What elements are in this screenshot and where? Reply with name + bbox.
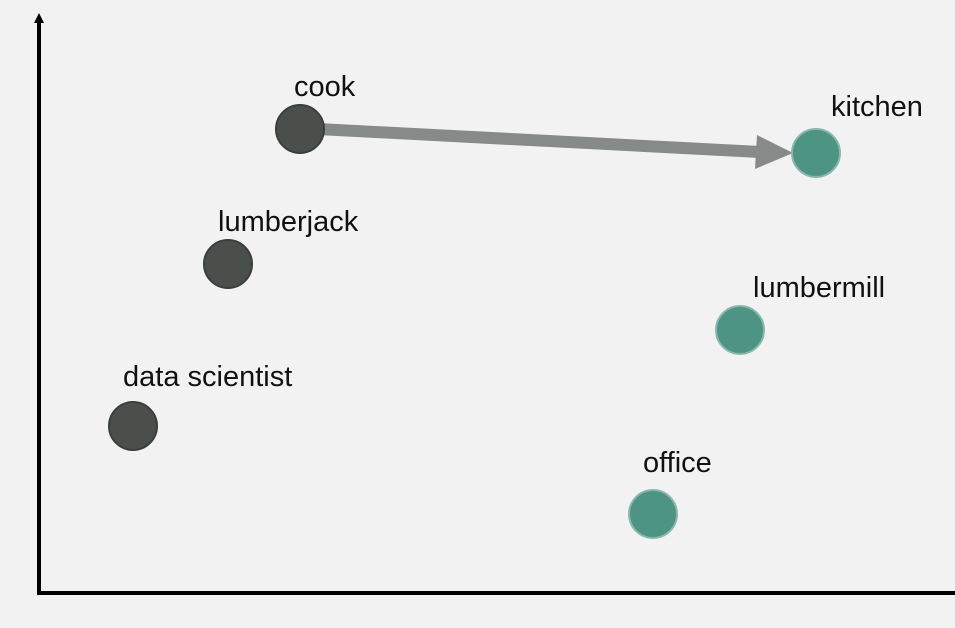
- arrow-head: [755, 135, 793, 169]
- node-cook: cook: [275, 71, 356, 154]
- node-data-scientist: data scientist: [108, 361, 292, 451]
- node-lumbermill-circle: [715, 305, 765, 355]
- arrow-shaft: [317, 123, 761, 158]
- node-office-label: office: [643, 447, 712, 479]
- node-lumberjack-label: lumberjack: [218, 206, 359, 238]
- node-lumberjack: lumberjack: [203, 206, 359, 289]
- node-kitchen-label: kitchen: [831, 91, 923, 123]
- cook-to-kitchen-arrow: [317, 123, 793, 169]
- node-lumbermill-label: lumbermill: [753, 272, 885, 304]
- node-cook-circle: [275, 104, 325, 154]
- node-data-scientist-circle: [108, 401, 158, 451]
- node-kitchen: kitchen: [791, 91, 923, 178]
- node-data-scientist-label: data scientist: [123, 361, 292, 393]
- node-lumbermill: lumbermill: [715, 272, 885, 355]
- node-office: office: [628, 447, 712, 539]
- node-kitchen-circle: [791, 128, 841, 178]
- node-cook-label: cook: [294, 71, 356, 103]
- node-lumberjack-circle: [203, 239, 253, 289]
- node-office-circle: [628, 489, 678, 539]
